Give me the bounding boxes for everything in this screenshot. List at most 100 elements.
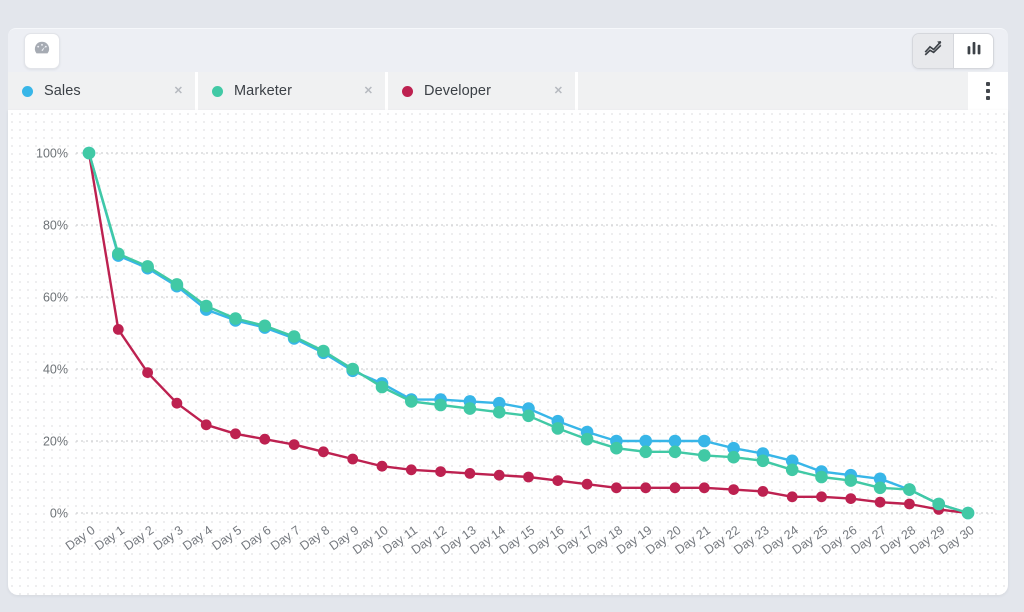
data-point-developer[interactable] bbox=[142, 367, 154, 378]
data-point-marketer[interactable] bbox=[873, 481, 887, 495]
x-axis-tick-label: Day 5 bbox=[209, 523, 244, 553]
data-point-developer[interactable] bbox=[464, 468, 476, 479]
data-point-marketer[interactable] bbox=[903, 483, 916, 496]
chart-type-toggle bbox=[912, 32, 994, 69]
data-point-developer[interactable] bbox=[259, 433, 271, 445]
x-axis-tick-label: Day 3 bbox=[151, 523, 186, 553]
data-point-developer[interactable] bbox=[904, 498, 915, 510]
series-line-developer bbox=[87, 151, 970, 515]
data-point-developer[interactable] bbox=[757, 486, 769, 497]
data-point-marketer[interactable] bbox=[346, 362, 360, 376]
data-point-marketer[interactable] bbox=[287, 330, 301, 343]
x-axis-tick-label: Day 6 bbox=[239, 523, 274, 553]
x-axis-tick-label: Day 0 bbox=[63, 523, 98, 553]
filter-chip-sales[interactable]: Sales ✕ bbox=[8, 72, 198, 110]
data-point-marketer[interactable] bbox=[815, 470, 828, 484]
dashboard-button[interactable] bbox=[24, 32, 60, 69]
data-point-marketer[interactable] bbox=[522, 409, 535, 423]
data-point-marketer[interactable] bbox=[492, 405, 506, 419]
line-chart-view-button[interactable] bbox=[913, 33, 953, 68]
data-point-developer[interactable] bbox=[728, 484, 739, 495]
chips-row-filler bbox=[578, 72, 968, 110]
y-axis-tick-label: 40% bbox=[43, 363, 68, 377]
data-point-developer[interactable] bbox=[698, 482, 710, 494]
y-axis-tick-label: 80% bbox=[43, 219, 68, 233]
data-point-marketer[interactable] bbox=[375, 380, 389, 394]
close-icon[interactable]: ✕ bbox=[363, 84, 373, 97]
data-point-developer[interactable] bbox=[405, 464, 417, 476]
filter-chips-row: Sales ✕ Marketer ✕ Developer ✕ bbox=[8, 72, 1008, 110]
data-point-developer[interactable] bbox=[640, 482, 652, 494]
data-point-marketer[interactable] bbox=[844, 474, 858, 487]
data-point-marketer[interactable] bbox=[463, 402, 477, 415]
data-point-marketer[interactable] bbox=[141, 260, 154, 273]
data-point-marketer[interactable] bbox=[112, 247, 125, 261]
data-point-sales[interactable] bbox=[785, 454, 799, 468]
data-point-developer[interactable] bbox=[318, 446, 329, 458]
data-point-developer[interactable] bbox=[288, 439, 300, 450]
data-point-marketer[interactable] bbox=[756, 454, 770, 468]
data-point-marketer[interactable] bbox=[405, 395, 418, 408]
data-point-developer[interactable] bbox=[200, 419, 212, 431]
close-icon[interactable]: ✕ bbox=[173, 84, 183, 97]
data-point-sales[interactable] bbox=[698, 434, 711, 448]
data-point-marketer[interactable] bbox=[258, 319, 272, 333]
bar-chart-view-button[interactable] bbox=[953, 33, 993, 68]
data-point-developer[interactable] bbox=[347, 453, 359, 465]
data-point-developer[interactable] bbox=[112, 324, 124, 335]
data-point-marketer[interactable] bbox=[698, 449, 711, 462]
data-point-marketer[interactable] bbox=[932, 497, 945, 511]
data-point-marketer[interactable] bbox=[229, 312, 242, 325]
data-point-marketer[interactable] bbox=[639, 445, 652, 459]
data-point-developer[interactable] bbox=[816, 491, 827, 503]
data-point-marketer[interactable] bbox=[727, 450, 740, 464]
data-point-marketer[interactable] bbox=[434, 398, 447, 412]
data-point-developer[interactable] bbox=[786, 491, 798, 503]
y-axis-tick-label: 100% bbox=[36, 147, 68, 161]
data-point-sales[interactable] bbox=[873, 472, 887, 486]
data-point-marketer[interactable] bbox=[317, 344, 330, 358]
close-icon[interactable]: ✕ bbox=[553, 84, 563, 97]
data-point-developer[interactable] bbox=[581, 478, 593, 490]
data-point-marketer[interactable] bbox=[610, 441, 623, 455]
data-point-marketer[interactable] bbox=[785, 463, 799, 477]
data-point-developer[interactable] bbox=[171, 397, 183, 409]
data-point-marketer[interactable] bbox=[199, 299, 213, 313]
data-point-sales[interactable] bbox=[492, 396, 506, 410]
data-point-developer[interactable] bbox=[611, 482, 622, 494]
options-menu-button[interactable] bbox=[968, 72, 1008, 110]
data-point-developer[interactable] bbox=[493, 469, 505, 481]
filter-chip-label: Developer bbox=[424, 83, 491, 99]
series-color-dot bbox=[402, 85, 413, 97]
data-point-developer[interactable] bbox=[230, 428, 241, 440]
bar-chart-icon bbox=[963, 37, 985, 64]
series-color-dot bbox=[212, 85, 223, 97]
retention-chart: 0% 20% 40% 60% 80% 100% Day 0 Day 1 Day 2 Day 3 Da… bbox=[8, 110, 1008, 595]
data-point-marketer[interactable] bbox=[82, 146, 96, 160]
data-point-developer[interactable] bbox=[523, 471, 534, 483]
x-axis-tick-label: Day 7 bbox=[268, 523, 303, 553]
filter-chip-developer[interactable]: Developer ✕ bbox=[388, 72, 578, 110]
data-point-sales[interactable] bbox=[727, 441, 740, 455]
data-point-developer[interactable] bbox=[845, 493, 857, 504]
data-point-developer[interactable] bbox=[874, 496, 886, 508]
toolbar bbox=[8, 28, 1008, 72]
data-point-marketer[interactable] bbox=[961, 506, 975, 520]
data-point-developer[interactable] bbox=[376, 460, 388, 472]
data-point-sales[interactable] bbox=[668, 434, 682, 448]
data-point-marketer[interactable] bbox=[668, 445, 682, 459]
x-axis-tick-label: Day 2 bbox=[122, 523, 157, 553]
data-point-developer[interactable] bbox=[552, 475, 564, 486]
data-point-marketer[interactable] bbox=[170, 278, 184, 291]
data-point-marketer[interactable] bbox=[551, 422, 565, 435]
filter-chip-marketer[interactable]: Marketer ✕ bbox=[198, 72, 388, 110]
x-axis-tick-label: Day 8 bbox=[297, 523, 332, 553]
line-chart-icon bbox=[922, 37, 944, 64]
data-point-sales[interactable] bbox=[639, 434, 652, 448]
data-point-developer[interactable] bbox=[435, 466, 446, 477]
data-point-marketer[interactable] bbox=[580, 432, 594, 446]
x-axis-tick-label: Day 4 bbox=[180, 523, 215, 553]
y-axis-tick-label: 60% bbox=[43, 291, 68, 305]
data-point-developer[interactable] bbox=[669, 482, 681, 494]
